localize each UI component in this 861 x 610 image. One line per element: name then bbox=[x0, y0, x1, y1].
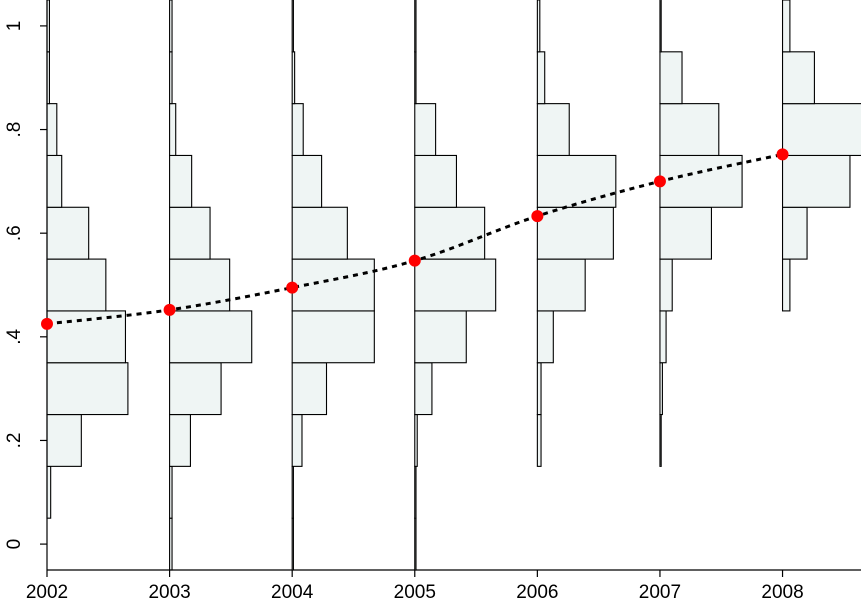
mean-point-2004 bbox=[286, 281, 299, 294]
hist-bar-2007-bin-2 bbox=[659, 413, 662, 467]
x-tick-label: 2005 bbox=[394, 582, 436, 603]
x-tick-label: 2002 bbox=[26, 582, 68, 603]
hist-bar-2004-bin-6 bbox=[291, 206, 348, 260]
hist-bar-2004-bin-3 bbox=[291, 362, 328, 416]
mean-point-2002 bbox=[41, 317, 53, 330]
axis-ticks: 2002 2003 2004 2005 2006 2007 2008 0 .2 .4 .6 .8 1 bbox=[4, 21, 804, 603]
trend-series bbox=[41, 148, 789, 330]
hist-bar-2005-bin-6 bbox=[414, 206, 486, 260]
histogram-bars bbox=[46, 0, 861, 571]
hist-bar-2007-bin-8 bbox=[659, 103, 720, 157]
hist-bar-2004-bin-1 bbox=[291, 465, 294, 519]
hist-bar-2002-bin-6 bbox=[46, 206, 90, 260]
hist-bar-2003-bin-9 bbox=[169, 51, 173, 105]
hist-bar-2005-bin-7 bbox=[414, 154, 458, 208]
hist-bar-2007-bin-3 bbox=[659, 362, 663, 416]
x-tick-label: 2004 bbox=[271, 582, 314, 603]
hist-bar-2003-bin-10 bbox=[169, 0, 173, 53]
hist-bar-2005-bin-8 bbox=[414, 103, 437, 157]
hist-bar-2002-bin-8 bbox=[46, 103, 58, 157]
hist-bar-2005-bin-1 bbox=[414, 465, 417, 519]
hist-bar-2004-bin-0 bbox=[291, 517, 294, 571]
axes bbox=[46, 0, 861, 571]
hist-bar-2003-bin-1 bbox=[169, 465, 173, 519]
hist-bar-2005-bin-5 bbox=[414, 258, 497, 312]
mean-point-2007 bbox=[653, 175, 666, 188]
hist-bar-2008-bin-9 bbox=[781, 51, 815, 105]
hist-bar-2003-bin-2 bbox=[169, 413, 191, 467]
hist-bar-2008-bin-5 bbox=[781, 258, 791, 312]
hist-bar-2003-bin-8 bbox=[169, 103, 177, 157]
x-tick-label: 2003 bbox=[148, 582, 190, 603]
hist-bar-2003-bin-7 bbox=[169, 154, 193, 208]
hist-bar-2002-bin-5 bbox=[46, 258, 107, 312]
hist-bar-2008-bin-8 bbox=[781, 103, 861, 157]
hist-bar-2006-bin-9 bbox=[536, 51, 546, 105]
hist-bar-2002-bin-3 bbox=[46, 362, 129, 416]
hist-bar-2005-bin-4 bbox=[414, 310, 467, 364]
hist-bar-2004-bin-8 bbox=[291, 103, 304, 157]
hist-bar-2007-bin-6 bbox=[659, 206, 712, 260]
hist-bar-2003-bin-4 bbox=[169, 310, 253, 364]
mean-point-2008 bbox=[776, 148, 789, 161]
hist-bar-2006-bin-5 bbox=[536, 258, 586, 312]
y-tick-label: .4 bbox=[4, 328, 25, 344]
hist-bar-2004-bin-7 bbox=[291, 154, 323, 208]
hist-bar-2005-bin-0 bbox=[414, 517, 417, 571]
hist-bar-2006-bin-10 bbox=[536, 0, 541, 53]
hist-bar-2008-bin-6 bbox=[781, 206, 808, 260]
x-tick-label: 2007 bbox=[639, 582, 681, 603]
mean-point-2003 bbox=[163, 303, 176, 316]
hist-bar-2002-bin-2 bbox=[46, 413, 82, 467]
mean-point-2005 bbox=[408, 254, 421, 267]
hist-bar-2002-bin-4 bbox=[46, 310, 127, 364]
hist-bar-2005-bin-3 bbox=[414, 362, 433, 416]
hist-bar-2006-bin-4 bbox=[536, 310, 554, 364]
hist-bar-2004-bin-4 bbox=[291, 310, 375, 364]
hist-bar-2003-bin-3 bbox=[169, 362, 222, 416]
hist-bar-2006-bin-7 bbox=[536, 154, 617, 208]
hist-bar-2007-bin-4 bbox=[659, 310, 667, 364]
hist-bar-2008-bin-10 bbox=[781, 0, 791, 53]
hist-bar-2006-bin-6 bbox=[536, 206, 614, 260]
hist-bar-2005-bin-9 bbox=[414, 51, 417, 105]
hist-bar-2003-bin-6 bbox=[169, 206, 211, 260]
hist-bar-2005-bin-10 bbox=[414, 0, 417, 53]
hist-bar-2003-bin-0 bbox=[169, 517, 173, 571]
y-tick-label: 1 bbox=[4, 21, 25, 32]
hist-bar-2008-bin-7 bbox=[781, 154, 851, 208]
hist-bar-2004-bin-2 bbox=[291, 413, 303, 467]
hist-bar-2007-bin-10 bbox=[659, 0, 662, 53]
hist-bar-2007-bin-5 bbox=[659, 258, 673, 312]
x-tick-label: 2006 bbox=[516, 582, 558, 603]
hist-bar-2007-bin-7 bbox=[659, 154, 743, 208]
y-tick-label: 0 bbox=[4, 539, 25, 550]
hist-bar-2004-bin-10 bbox=[291, 0, 294, 53]
hist-bar-2004-bin-9 bbox=[291, 51, 296, 105]
y-tick-label: .8 bbox=[4, 122, 25, 138]
y-tick-label: .6 bbox=[4, 225, 25, 241]
hist-bar-2007-bin-9 bbox=[659, 51, 683, 105]
hist-bar-2005-bin-2 bbox=[414, 413, 418, 467]
hist-bar-2003-bin-5 bbox=[169, 258, 231, 312]
hist-bar-2002-bin-7 bbox=[46, 154, 63, 208]
hist-bar-2006-bin-3 bbox=[536, 362, 542, 416]
mean-point-2006 bbox=[531, 210, 544, 223]
hist-bar-2006-bin-2 bbox=[536, 413, 542, 467]
hist-bar-2006-bin-8 bbox=[536, 103, 570, 157]
x-tick-label: 2008 bbox=[761, 582, 803, 603]
y-tick-label: .2 bbox=[4, 433, 25, 449]
